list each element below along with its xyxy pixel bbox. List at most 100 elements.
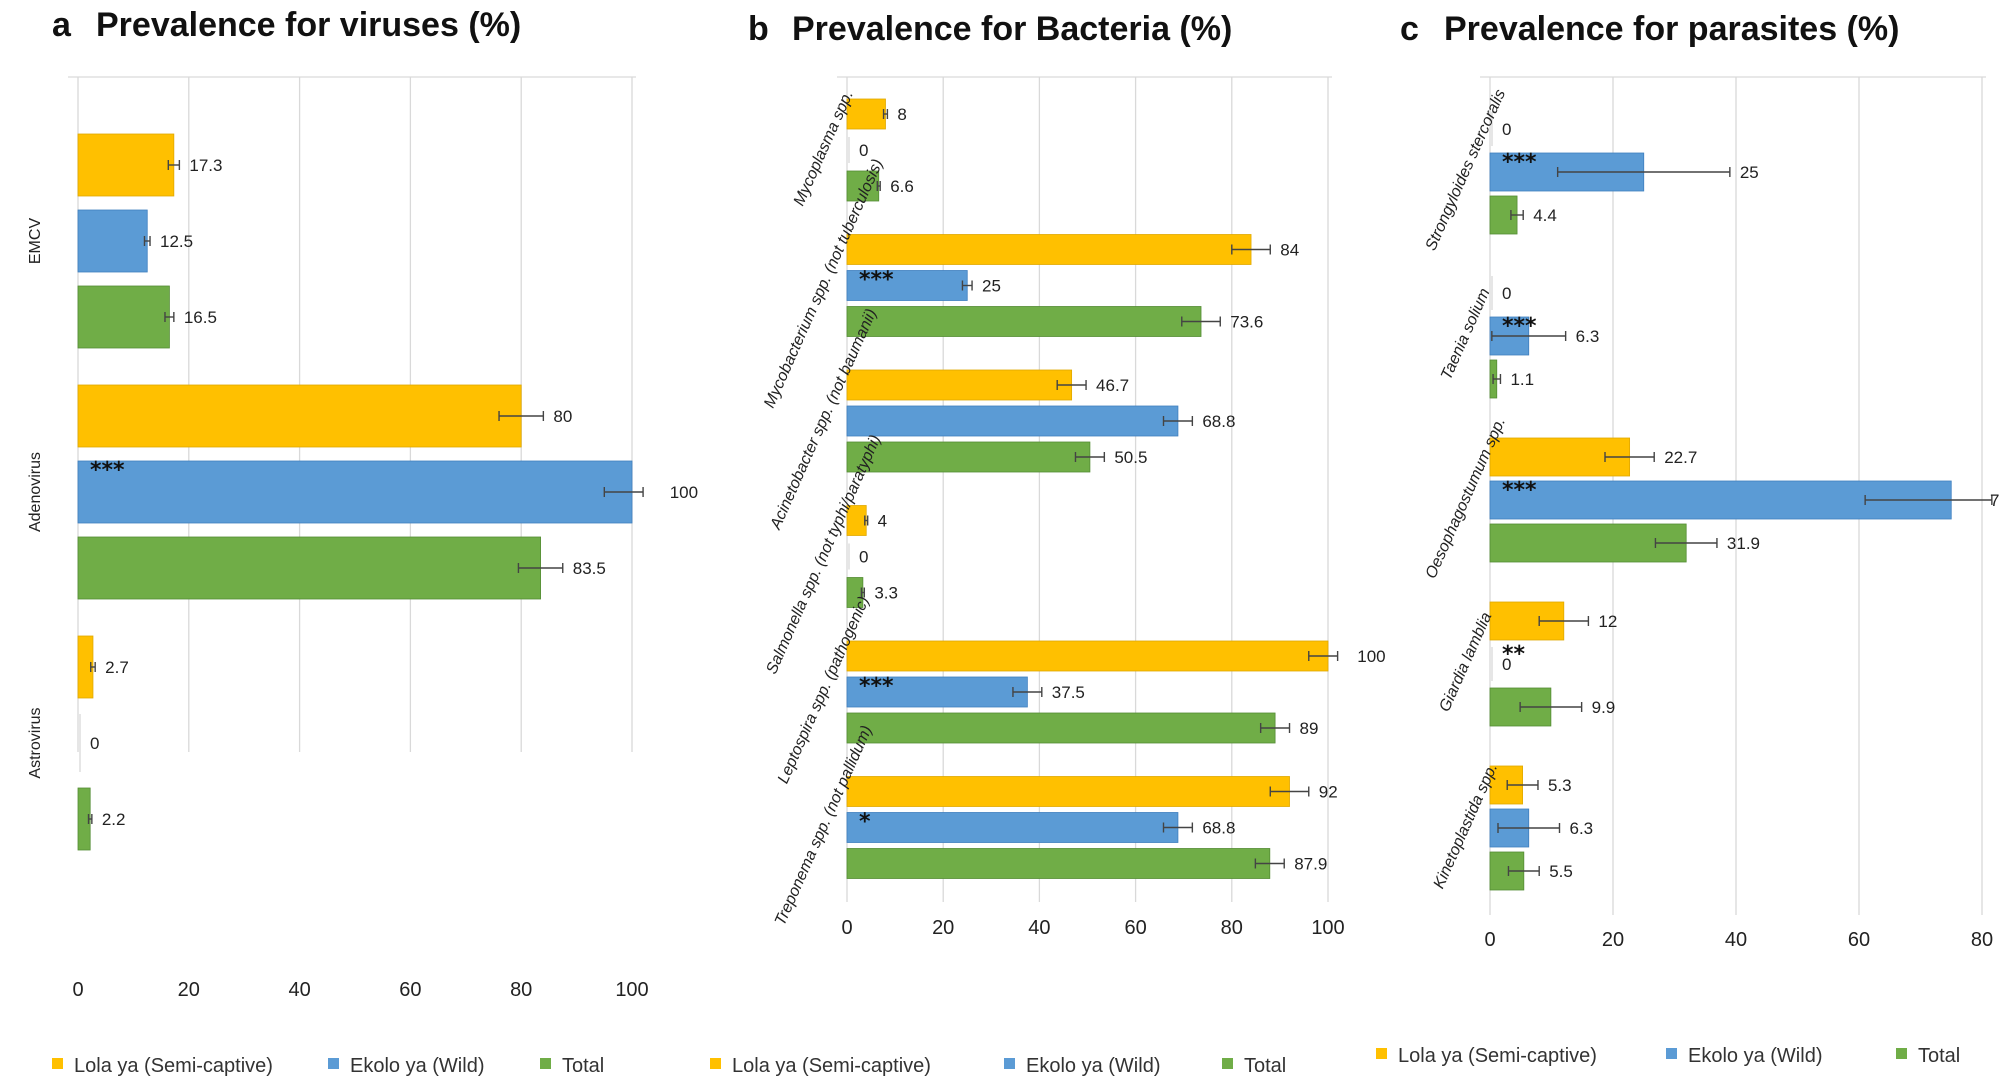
significance-marker: *** [1502,150,1537,175]
x-tick-label: 100 [1311,917,1344,939]
legend-label: Lola ya (Semi-captive) [1398,1045,1597,1067]
legend-label: Ekolo ya (Wild) [350,1055,484,1077]
data-label: 6.3 [1569,819,1593,838]
legend-swatch [540,1058,551,1069]
data-label: 50.5 [1114,448,1147,467]
legend-swatch [1666,1048,1677,1059]
data-label: 0 [859,141,868,160]
legend-swatch [52,1058,63,1069]
legend-label: Total [562,1055,604,1077]
data-label: 0 [90,734,99,753]
data-label: 68.8 [1202,819,1235,838]
data-label: 100 [670,483,698,502]
category-label: Astrovirus [27,707,44,778]
panel-title-c: Prevalence for parasites (%) [1444,10,1899,48]
panel-letter-c: c [1400,10,1419,48]
legend-swatch [710,1058,721,1069]
data-label: 16.5 [184,308,217,327]
bar-a [77,536,541,600]
x-tick-label: 60 [1848,929,1870,951]
data-label: 75 [1990,491,2000,510]
bar-b [846,98,886,130]
data-label: 46.7 [1096,376,1129,395]
panel-letter-a: a [52,6,72,44]
category-label: Taenia solium [1438,286,1493,383]
panel-b: b Prevalence for Bacteria (%)0 20 40 60 80 100… [710,10,1386,1077]
x-tick-label: 80 [1221,917,1243,939]
bar-c [1489,523,1687,563]
data-label: 87.9 [1294,855,1327,874]
x-tick-label: 80 [510,979,532,1001]
data-label: 17.3 [189,156,222,175]
x-tick-label: 80 [1971,929,1993,951]
panel-c: c Prevalence for parasites (%) 0 20 40 60 80 0 2… [1376,10,2000,1067]
data-label: 0 [859,548,868,567]
data-label: 9.9 [1592,698,1616,717]
data-label: 4.4 [1533,206,1557,225]
legend-swatch [1376,1048,1387,1059]
data-label: 6.3 [1576,327,1600,346]
panel-title-a: Prevalence for viruses (%) [96,6,521,44]
legend-swatch [1004,1058,1015,1069]
bar-b [846,676,1028,708]
x-tick-label: 20 [932,917,954,939]
bar-b [846,812,1179,843]
x-tick-label: 40 [1725,929,1747,951]
data-label: 0 [1502,120,1511,139]
bar-b [846,640,1329,672]
significance-marker: *** [1502,314,1537,339]
category-label: EMCV [27,218,44,265]
legend-label: Ekolo ya (Wild) [1026,1055,1160,1077]
data-label: 92 [1319,783,1338,802]
data-label: 25 [1740,163,1759,182]
panel-a: a Prevalence for viruses (%) 0 20 40 60 80 100 1… [27,6,698,1077]
data-label: 73.6 [1230,313,1263,332]
significance-marker: *** [1502,478,1537,503]
x-tick-label: 60 [1124,917,1146,939]
data-label: 0 [1502,284,1511,303]
data-label: 68.8 [1202,412,1235,431]
significance-marker: *** [859,268,894,293]
significance-marker: *** [859,674,894,699]
legend-label: Total [1244,1055,1286,1077]
data-label: 100 [1357,647,1385,666]
panel-letter-b: b [748,10,769,48]
data-label: 1.1 [1510,370,1534,389]
legend-label: Total [1918,1045,1960,1067]
data-label: 4 [878,512,887,531]
data-label: 0 [1502,655,1511,674]
x-tick-label: 60 [399,979,421,1001]
significance-marker: *** [90,458,125,483]
bar-a [77,460,633,524]
bar-a [77,209,148,273]
data-label: 2.2 [102,810,126,829]
data-label: 84 [1280,241,1299,260]
bar-b [846,369,1073,401]
x-tick-label: 20 [178,979,200,1001]
x-tick-label: 0 [841,917,852,939]
data-label: 31.9 [1727,534,1760,553]
bar-b [846,712,1276,744]
category-label: Giardia lamblia [1436,610,1495,714]
legend-swatch [1222,1058,1233,1069]
legend-swatch [328,1058,339,1069]
data-label: 80 [553,407,572,426]
data-label: 3.3 [874,584,898,603]
data-label: 83.5 [573,559,606,578]
x-tick-label: 40 [1028,917,1050,939]
category-label: Adenovirus [27,452,44,532]
bar-a [77,285,170,349]
x-tick-label: 20 [1602,929,1624,951]
bar-b [846,848,1271,879]
data-label: 2.7 [105,658,129,677]
bar-b [846,306,1202,337]
legend-label: Ekolo ya (Wild) [1688,1045,1822,1067]
bar-b [846,776,1290,807]
legend-swatch [1896,1048,1907,1059]
data-label: 5.5 [1549,862,1573,881]
data-label: 12.5 [160,232,193,251]
bar-b [846,170,880,202]
bar-b [846,405,1179,437]
